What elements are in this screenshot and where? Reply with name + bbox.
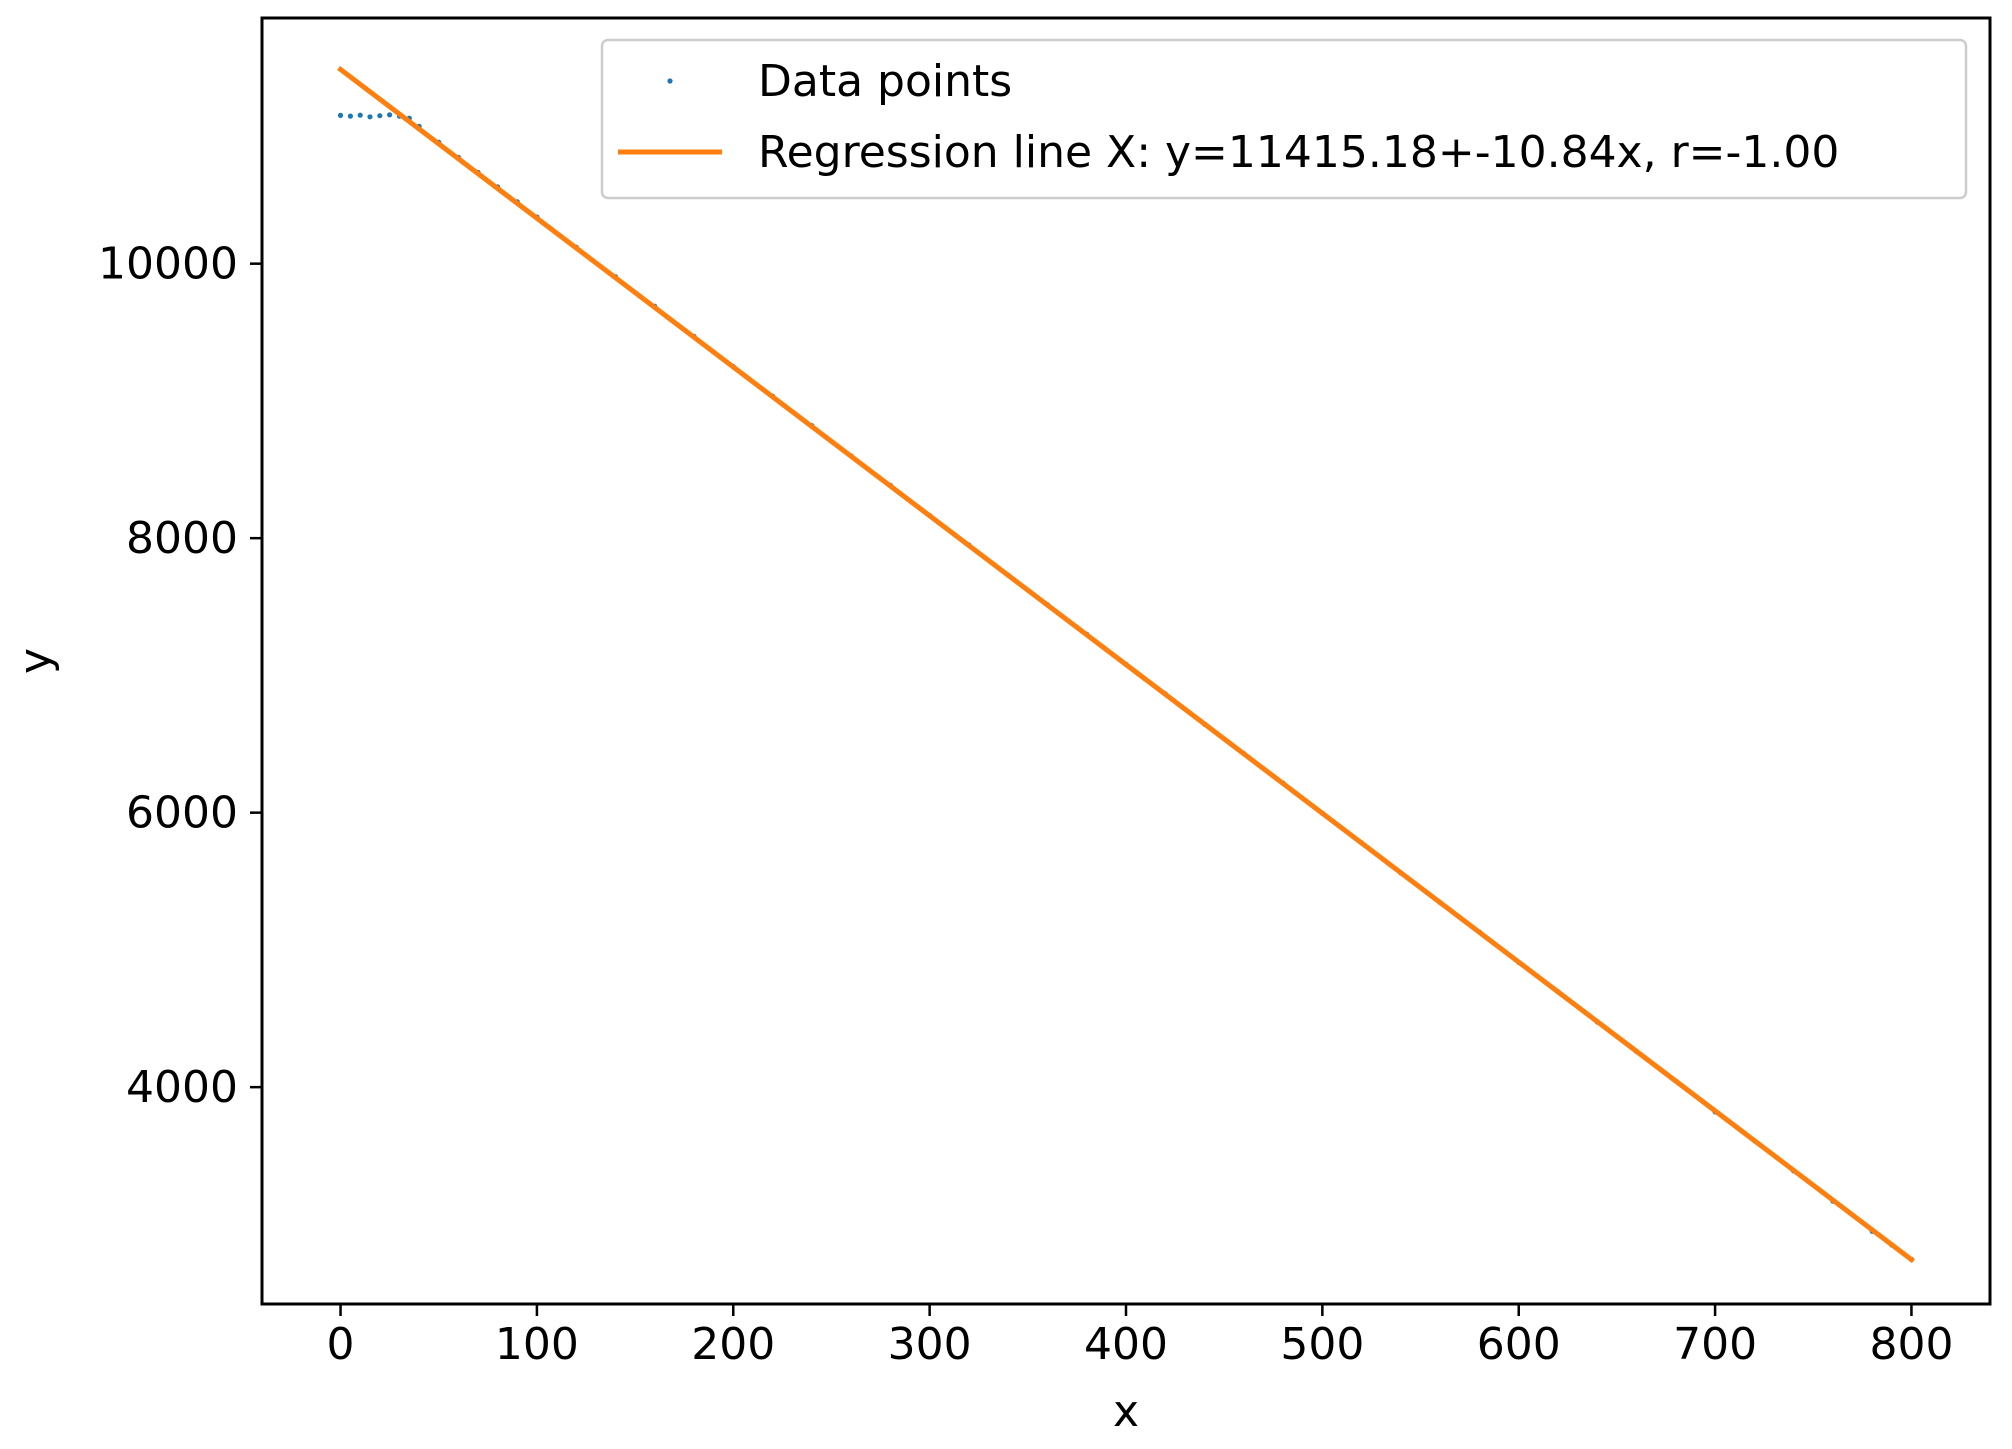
x-tick-label: 100 (495, 1319, 579, 1370)
y-tick-label: 4000 (126, 1062, 238, 1113)
y-tick-label: 8000 (126, 513, 238, 564)
x-axis-label: x (1113, 1386, 1139, 1437)
x-tick-label: 300 (888, 1319, 972, 1370)
data-point (387, 112, 393, 118)
legend-marker-data-points (667, 78, 673, 84)
data-point (357, 112, 363, 118)
x-tick-label: 500 (1280, 1319, 1364, 1370)
y-axis-label: y (10, 648, 61, 674)
legend-label-regression-line: Regression line X: y=11415.18+-10.84x, r… (758, 127, 1839, 178)
regression-line (337, 65, 1915, 1264)
plot-marks (337, 65, 1915, 1264)
x-tick-label: 800 (1869, 1319, 1953, 1370)
data-point (347, 113, 353, 119)
x-tick-label: 0 (327, 1319, 355, 1370)
data-point (367, 114, 373, 120)
y-tick-label: 10000 (98, 239, 238, 290)
y-tick-label: 6000 (126, 788, 238, 839)
x-tick-label: 700 (1673, 1319, 1757, 1370)
x-tick-label: 600 (1477, 1319, 1561, 1370)
legend: Data points Regression line X: y=11415.18… (600, 38, 1968, 200)
x-tick-label: 400 (1084, 1319, 1168, 1370)
x-tick-label: 200 (691, 1319, 775, 1370)
data-point (377, 113, 383, 119)
legend-label-data-points: Data points (758, 56, 1012, 107)
y-axis-ticks: 4000 6000 8000 10000 (98, 239, 262, 1113)
x-axis-ticks: 0 100 200 300 400 500 600 700 800 (327, 1304, 1953, 1370)
data-point (337, 112, 344, 118)
legend-box (600, 38, 1968, 200)
